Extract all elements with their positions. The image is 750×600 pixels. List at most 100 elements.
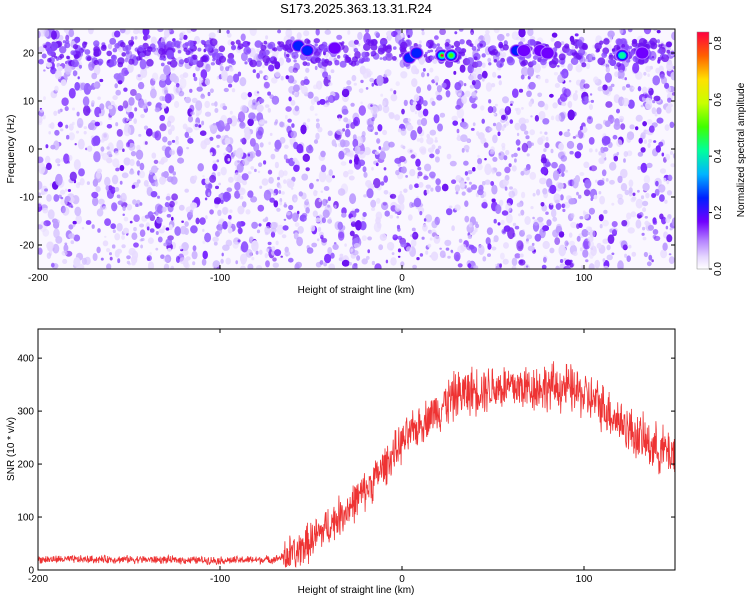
spectrogram-cell: [642, 86, 648, 94]
spectrogram-cell: [315, 217, 321, 223]
spectrogram-cell: [424, 163, 432, 172]
snr-series-line: [38, 361, 675, 568]
spectrogram-cell: [656, 107, 662, 115]
spectrogram-cell: [149, 252, 152, 256]
spectrogram-cell: [347, 119, 351, 123]
spectrogram-cell: [268, 64, 275, 72]
spectrogram-cell: [159, 123, 167, 132]
spectrogram-ytick-label: 0: [28, 145, 34, 156]
spectrogram-cell: [262, 65, 265, 69]
spectrogram-cell: [668, 256, 675, 264]
spectrogram-cell: [498, 43, 504, 48]
spectrogram-cell: [195, 113, 200, 117]
spectrogram-cell: [222, 191, 230, 202]
spectrogram-cell: [224, 137, 231, 145]
spectrogram-cell: [410, 130, 417, 141]
spectrogram-cell: [492, 122, 497, 127]
spectrogram-cell: [526, 153, 530, 157]
spectrogram-cell: [102, 240, 109, 247]
spectrogram-hotspot: [302, 45, 313, 56]
spectrogram-cell: [418, 181, 424, 188]
spectrogram-cell: [227, 158, 231, 162]
spectrogram-cell: [354, 145, 361, 155]
spectrogram-cell: [99, 103, 105, 110]
spectrogram-hotspot: [448, 53, 454, 58]
spectrogram-cell: [270, 153, 276, 160]
spectrogram-cell: [416, 196, 419, 199]
figure-title: S173.2025.363.13.31.R24: [280, 1, 432, 16]
spectrogram-cell: [214, 108, 219, 113]
spectrogram-cell: [84, 256, 91, 266]
spectrogram-cell: [204, 138, 211, 146]
spectrogram-cell: [269, 132, 273, 136]
spectrogram-cell: [191, 97, 198, 104]
spectrogram-cell: [242, 157, 250, 166]
spectrogram-cell: [38, 156, 44, 164]
spectrogram-cell: [488, 62, 492, 66]
spectrogram-cell: [146, 255, 152, 262]
spectrogram-cell: [521, 191, 526, 199]
spectrogram-cell: [223, 87, 229, 93]
spectrogram-cell: [320, 150, 326, 158]
spectrogram-cell: [491, 169, 495, 175]
spectrogram-cell: [468, 74, 474, 81]
spectrogram-cell: [542, 230, 545, 233]
spectrogram-cell: [638, 137, 643, 144]
spectrogram-cell: [466, 176, 470, 181]
spectrogram-cell: [378, 146, 382, 150]
spectrogram-cell: [174, 140, 180, 145]
spectrogram-cell: [292, 67, 298, 73]
spectrogram-cell: [124, 69, 130, 75]
spectrogram-cell: [506, 57, 515, 66]
spectrogram-cell: [540, 157, 548, 164]
spectrogram-cell: [375, 162, 379, 167]
spectrogram-cell: [429, 49, 434, 53]
spectrogram-cell: [466, 244, 474, 251]
spectrogram-cell: [652, 99, 656, 104]
spectrogram-cell: [417, 171, 423, 177]
spectrogram-cell: [511, 257, 518, 267]
spectrogram-cell: [491, 106, 497, 113]
spectrogram-cell: [55, 158, 61, 164]
spectrogram-cell: [202, 175, 205, 178]
spectrogram-cell: [595, 148, 598, 153]
spectrogram-cell: [602, 238, 609, 244]
spectrogram-cell: [339, 253, 344, 258]
spectrogram-cell: [512, 88, 519, 98]
spectrogram-cell: [213, 48, 219, 54]
spectrogram-cell: [464, 200, 469, 207]
spectrogram-cell: [114, 187, 120, 192]
spectrogram-cell: [154, 203, 163, 213]
spectrogram-cell: [220, 199, 224, 204]
spectrogram-cell: [621, 44, 625, 48]
spectrogram-cell: [267, 91, 271, 96]
spectrogram-cell: [158, 79, 167, 88]
spectrogram-cell: [612, 229, 617, 237]
spectrogram-cell: [75, 214, 82, 225]
spectrogram-cell: [53, 110, 58, 116]
spectrogram-cell: [193, 175, 198, 181]
spectrogram-cell: [659, 194, 665, 202]
spectrogram-cell: [236, 163, 244, 173]
spectrogram-cell: [349, 193, 357, 205]
spectrogram-cell: [296, 32, 302, 40]
spectrogram-cell: [463, 83, 467, 87]
spectrogram-cell: [38, 224, 43, 230]
spectrogram-cell: [412, 231, 419, 240]
spectrogram-cell: [518, 29, 526, 38]
spectrogram-cell: [109, 59, 117, 67]
spectrogram-cell: [139, 58, 147, 70]
spectrogram-cell: [623, 158, 626, 163]
spectrogram-cell: [371, 82, 375, 87]
spectrogram-cell: [160, 254, 165, 259]
spectrogram-cell: [46, 48, 55, 56]
spectrogram-cell: [520, 60, 526, 67]
spectrogram-cell: [216, 144, 220, 148]
spectrogram-cell: [581, 62, 587, 68]
spectrogram-cell: [626, 212, 632, 220]
spectrogram-cell: [457, 263, 463, 268]
spectrogram-cell: [151, 72, 159, 82]
spectrogram-cell: [576, 40, 583, 47]
spectrogram-cell: [436, 94, 443, 101]
spectrogram-cell: [575, 45, 579, 49]
